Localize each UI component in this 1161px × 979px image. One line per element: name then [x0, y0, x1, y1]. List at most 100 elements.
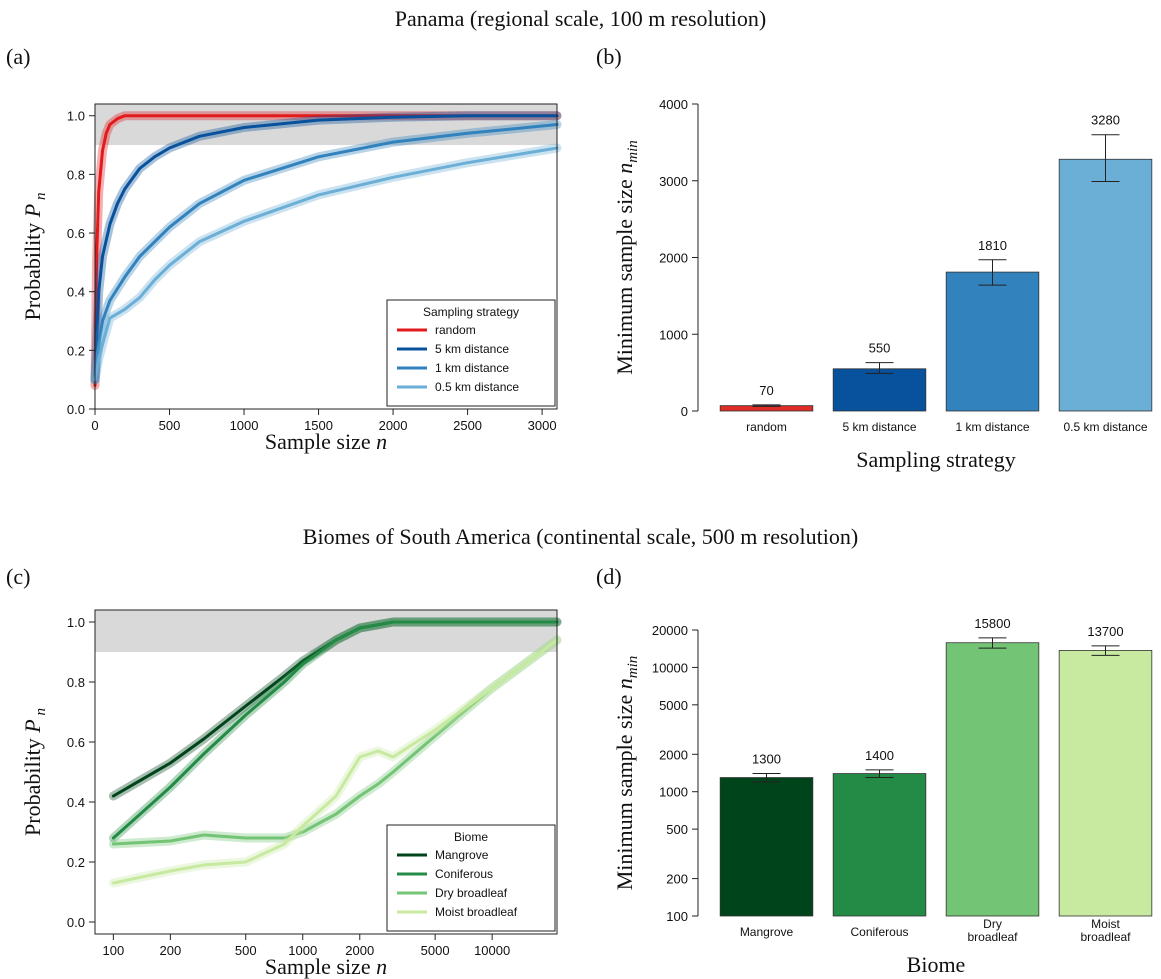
bar-value-label-1-2: 1810 — [978, 238, 1007, 253]
category-label-1-2: 1 km distance — [955, 420, 1029, 434]
panel-label-b: (b) — [596, 44, 622, 69]
y-tick-label-3: 500 — [666, 822, 688, 837]
y-tick-label-2: 0.0 — [67, 915, 85, 930]
category-label-3-3: Moist — [1091, 917, 1120, 931]
y-tick-label-3: 5000 — [659, 698, 688, 713]
target-band-0 — [95, 104, 557, 146]
legend-label-0-3: 0.5 km distance — [435, 380, 519, 394]
bar-value-label-1-0: 70 — [759, 383, 773, 398]
y-tick-label-0: 0.8 — [67, 167, 85, 182]
x-axis-title-2: Sample size n — [265, 954, 387, 979]
x-axis-title-1: Sampling strategy — [856, 447, 1015, 472]
bar-value-label-1-1: 550 — [869, 341, 891, 356]
series-line-0-1 — [93, 114, 559, 382]
y-tick-label-3: 1000 — [659, 785, 688, 800]
y-tick-label-3: 200 — [666, 872, 688, 887]
x-tick-label-2: 200 — [160, 943, 182, 958]
x-tick-label-2: 1000 — [288, 943, 317, 958]
category-label-3-2: Dry — [983, 917, 1002, 931]
y-tick-label-3: 100 — [666, 909, 688, 924]
y-tick-label-0: 0.2 — [67, 343, 85, 358]
category-label-1-0: random — [746, 420, 787, 434]
panel-label-d: (d) — [596, 564, 622, 589]
bar-value-label-3-1: 1400 — [865, 748, 894, 763]
y-tick-label-2: 0.6 — [67, 735, 85, 750]
y-axis-title-3: Minimum sample size nmin — [612, 656, 641, 891]
plot-frame-0 — [94, 103, 558, 410]
y-tick-label-1: 4000 — [659, 97, 688, 112]
x-tick-label-2: 2000 — [345, 943, 374, 958]
legend-label-2-2: Dry broadleaf — [435, 886, 508, 900]
y-tick-label-0: 0.4 — [67, 285, 85, 300]
category-label-3-0: Mangrove — [740, 925, 794, 939]
legend-label-2-0: Mangrove — [435, 848, 489, 862]
x-tick-label-0: 2500 — [453, 418, 482, 433]
legend-title-2: Biome — [454, 830, 488, 844]
series-line-0-3 — [93, 146, 559, 382]
category-label-1-1: 5 km distance — [842, 420, 916, 434]
y-tick-label-2: 1.0 — [67, 615, 85, 630]
y-tick-label-0: 1.0 — [67, 109, 85, 124]
panel-label-a: (a) — [6, 44, 31, 69]
top-section-title: Panama (regional scale, 100 m resolution… — [394, 6, 767, 31]
bar-value-label-1-3: 3280 — [1091, 113, 1120, 128]
y-axis-title-2: Probability P n — [20, 708, 49, 836]
category-label-3-2: broadleaf — [967, 930, 1018, 944]
bar-value-label-3-0: 1300 — [752, 752, 781, 767]
category-label-3-3: broadleaf — [1080, 930, 1131, 944]
series-line-2-2 — [111, 638, 559, 846]
legend-label-0-1: 5 km distance — [435, 342, 509, 356]
x-tick-label-2: 5000 — [421, 943, 450, 958]
y-tick-label-2: 0.4 — [67, 795, 85, 810]
y-tick-label-1: 1000 — [659, 327, 688, 342]
x-tick-label-0: 0 — [91, 418, 98, 433]
bottom-section-title: Biomes of South America (continental sca… — [302, 524, 859, 549]
y-axis-title-1: Minimum sample size nmin — [612, 140, 641, 375]
bar-1-2 — [945, 271, 1040, 412]
x-tick-label-0: 2000 — [379, 418, 408, 433]
legend-label-0-0: random — [435, 323, 476, 337]
y-tick-label-3: 20000 — [652, 623, 688, 638]
y-axis-title-0: Probability P n — [20, 193, 49, 321]
y-tick-label-1: 0 — [681, 404, 688, 419]
bar-3-2 — [945, 642, 1040, 917]
series-line-0-2 — [93, 123, 559, 382]
y-tick-label-2: 0.2 — [67, 855, 85, 870]
bar-1-1 — [832, 368, 927, 412]
legend-label-2-3: Moist broadleaf — [435, 905, 518, 919]
legend-title-0: Sampling strategy — [423, 305, 519, 319]
x-tick-label-0: 3000 — [528, 418, 557, 433]
bar-3-0 — [719, 777, 814, 917]
y-tick-label-1: 2000 — [659, 251, 688, 266]
x-tick-label-0: 1000 — [230, 418, 259, 433]
bar-value-label-3-2: 15800 — [974, 616, 1010, 631]
y-tick-label-0: 0.6 — [67, 226, 85, 241]
bar-value-label-3-3: 13700 — [1087, 624, 1123, 639]
panel-label-c: (c) — [6, 564, 31, 589]
y-tick-label-3: 10000 — [652, 660, 688, 675]
y-tick-label-1: 3000 — [659, 174, 688, 189]
y-tick-label-3: 2000 — [659, 747, 688, 762]
bar-3-1 — [832, 773, 927, 917]
legend-label-2-1: Coniferous — [435, 867, 493, 881]
category-label-3-1: Coniferous — [850, 925, 908, 939]
x-tick-label-2: 500 — [235, 943, 257, 958]
series-line-0-0 — [93, 114, 559, 387]
series-band-2-1 — [108, 617, 562, 843]
x-tick-label-2: 100 — [103, 943, 125, 958]
x-tick-label-0: 1500 — [304, 418, 333, 433]
bar-1-3 — [1058, 158, 1153, 412]
y-tick-label-0: 0.0 — [67, 402, 85, 417]
series-line-2-3 — [111, 638, 559, 885]
plot-frame-2 — [94, 609, 558, 935]
x-axis-title-0: Sample size n — [265, 429, 387, 454]
x-axis-title-3: Biome — [907, 952, 966, 977]
x-tick-label-2: 10000 — [474, 943, 510, 958]
series-line-2-1 — [111, 620, 559, 840]
y-tick-label-2: 0.8 — [67, 675, 85, 690]
bar-3-3 — [1058, 650, 1153, 917]
x-tick-label-0: 500 — [159, 418, 181, 433]
legend-label-0-2: 1 km distance — [435, 361, 509, 375]
category-label-1-3: 0.5 km distance — [1063, 420, 1147, 434]
